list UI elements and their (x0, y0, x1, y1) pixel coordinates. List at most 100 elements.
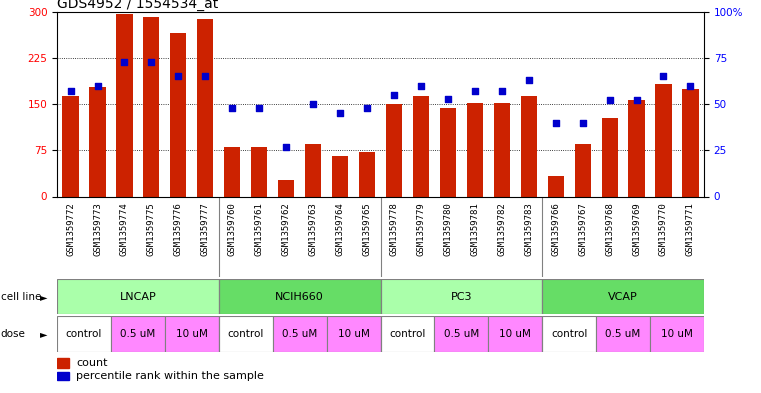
Text: GSM1359781: GSM1359781 (470, 202, 479, 256)
Bar (90, 87, 106, 196)
Text: cell line: cell line (1, 292, 41, 302)
Point (253, 105, 266, 111)
Text: GSM1359760: GSM1359760 (228, 202, 237, 256)
Text: GSM1359761: GSM1359761 (255, 202, 264, 256)
Text: GDS4952 / 1554534_at: GDS4952 / 1554534_at (57, 0, 218, 11)
Text: VCAP: VCAP (608, 292, 638, 302)
Text: GSM1359776: GSM1359776 (174, 202, 183, 256)
Text: 0.5 uM: 0.5 uM (444, 329, 479, 339)
Bar (332, 156, 348, 196)
Text: ►: ► (40, 292, 47, 302)
Bar (489, 316, 542, 352)
Text: GSM1359763: GSM1359763 (309, 202, 317, 256)
Bar (62, 96, 78, 196)
Bar (629, 100, 645, 196)
Text: GSM1359768: GSM1359768 (605, 202, 614, 256)
Point (307, 101, 319, 107)
Point (684, 83, 696, 89)
Text: 0.5 uM: 0.5 uM (606, 329, 641, 339)
Text: GSM1359775: GSM1359775 (147, 202, 156, 256)
Point (469, 88, 481, 94)
Point (658, 73, 670, 79)
Text: 10 uM: 10 uM (338, 329, 370, 339)
Text: GSM1359764: GSM1359764 (336, 202, 345, 256)
Bar (521, 96, 537, 196)
Text: 0.5 uM: 0.5 uM (282, 329, 317, 339)
Text: LNCAP: LNCAP (119, 292, 156, 302)
Text: GSM1359767: GSM1359767 (578, 202, 587, 256)
Bar (57, 358, 69, 368)
Bar (143, 17, 160, 196)
Text: GSM1359778: GSM1359778 (390, 202, 399, 256)
Text: control: control (228, 329, 264, 339)
Bar (466, 103, 483, 196)
Point (119, 59, 131, 65)
Point (577, 119, 589, 126)
Bar (543, 316, 596, 352)
Bar (251, 147, 267, 196)
Point (226, 105, 238, 111)
Text: 0.5 uM: 0.5 uM (120, 329, 155, 339)
Text: GSM1359782: GSM1359782 (497, 202, 506, 256)
Bar (435, 316, 489, 352)
Bar (440, 108, 456, 196)
Text: PC3: PC3 (451, 292, 472, 302)
Bar (57, 316, 111, 352)
Bar (386, 104, 402, 196)
Point (549, 119, 562, 126)
Text: 10 uM: 10 uM (661, 329, 693, 339)
Bar (116, 14, 132, 196)
Text: 10 uM: 10 uM (499, 329, 531, 339)
Text: GSM1359774: GSM1359774 (120, 202, 129, 256)
Bar (224, 147, 240, 196)
Bar (412, 96, 429, 196)
Point (199, 73, 212, 79)
Bar (219, 316, 272, 352)
Point (388, 92, 400, 98)
Bar (683, 89, 699, 196)
Text: GSM1359770: GSM1359770 (659, 202, 668, 256)
Text: control: control (390, 329, 425, 339)
Bar (380, 316, 435, 352)
Bar (57, 372, 69, 380)
Text: GSM1359771: GSM1359771 (686, 202, 695, 256)
Bar (650, 316, 704, 352)
Bar (380, 279, 542, 314)
Point (603, 97, 616, 104)
Point (415, 83, 427, 89)
Text: GSM1359765: GSM1359765 (362, 202, 371, 256)
Bar (596, 316, 650, 352)
Bar (305, 144, 321, 196)
Text: GSM1359780: GSM1359780 (444, 202, 452, 256)
Text: dose: dose (1, 329, 26, 339)
Text: GSM1359777: GSM1359777 (201, 202, 210, 256)
Text: GSM1359772: GSM1359772 (66, 202, 75, 256)
Bar (57, 279, 219, 314)
Text: GSM1359773: GSM1359773 (93, 202, 102, 256)
Bar (326, 316, 380, 352)
Bar (272, 316, 326, 352)
Bar (548, 176, 564, 196)
Text: 10 uM: 10 uM (176, 329, 208, 339)
Bar (543, 279, 704, 314)
Text: count: count (76, 358, 107, 368)
Text: GSM1359779: GSM1359779 (416, 202, 425, 256)
Bar (494, 103, 510, 196)
Text: ►: ► (40, 329, 47, 339)
Text: control: control (66, 329, 102, 339)
Text: percentile rank within the sample: percentile rank within the sample (76, 371, 264, 381)
Point (145, 59, 158, 65)
Bar (165, 316, 219, 352)
Text: GSM1359783: GSM1359783 (524, 202, 533, 256)
Text: GSM1359762: GSM1359762 (282, 202, 291, 256)
Point (495, 88, 508, 94)
Bar (111, 316, 165, 352)
Point (630, 97, 642, 104)
Text: NCIH660: NCIH660 (275, 292, 324, 302)
Point (334, 110, 346, 116)
Text: GSM1359766: GSM1359766 (551, 202, 560, 256)
Point (280, 143, 292, 150)
Point (442, 95, 454, 102)
Point (523, 77, 535, 83)
Bar (359, 152, 375, 196)
